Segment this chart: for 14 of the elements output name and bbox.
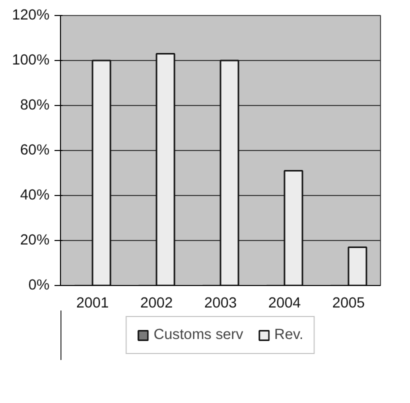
y-tick-label: 80% [20, 98, 50, 114]
x-tick-label: 2004 [268, 296, 301, 312]
y-tick-label: 0% [28, 278, 50, 294]
y-tick-label: 40% [20, 188, 50, 204]
x-tick-label: 2002 [140, 296, 173, 312]
x-tick-label: 2005 [332, 296, 365, 312]
x-tick-label: 2001 [76, 296, 109, 312]
y-tick-label: 60% [20, 142, 50, 158]
y-tick-label: 120% [12, 8, 50, 24]
y-tick-label: 100% [12, 52, 50, 68]
y-tick-label: 20% [20, 232, 50, 248]
legend-label: Customs serv [154, 327, 244, 343]
legend-label: Rev. [274, 327, 304, 343]
x-tick-label: 2003 [204, 296, 237, 312]
